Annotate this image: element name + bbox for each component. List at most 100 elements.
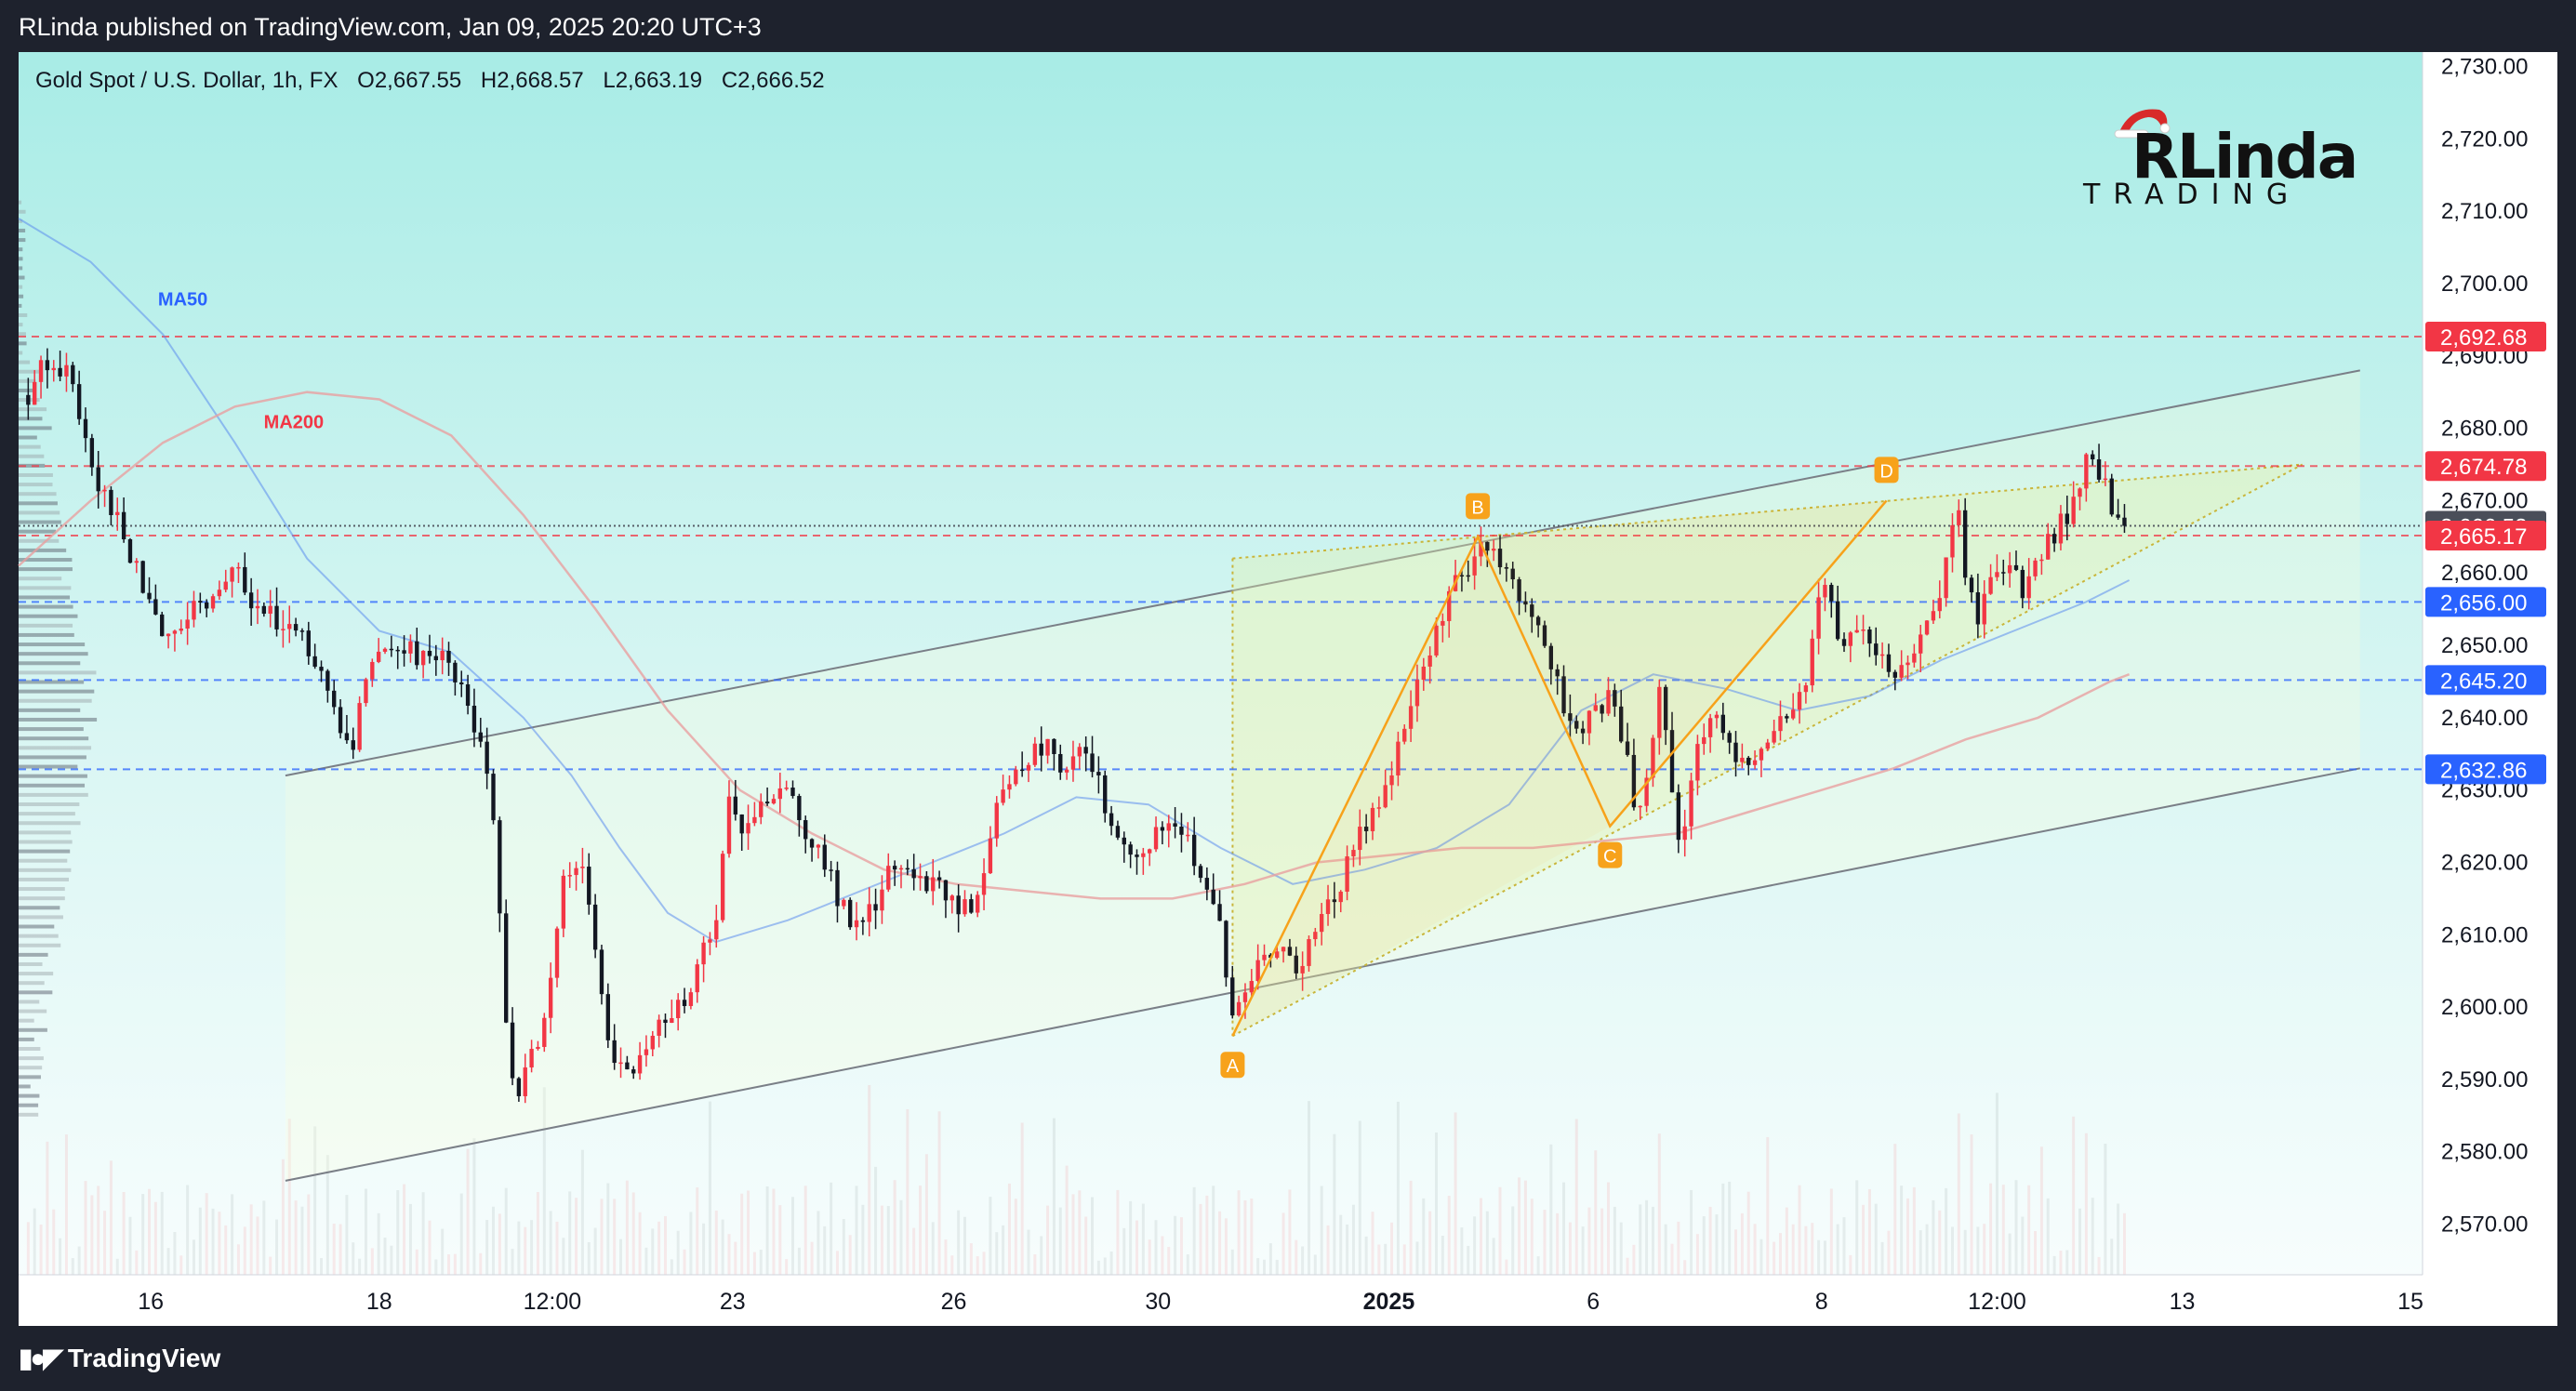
time-tick-label: 13: [2170, 1289, 2196, 1315]
candle-body: [1854, 629, 1859, 633]
volume-profile-bar: [19, 1066, 43, 1070]
candle-body: [217, 590, 222, 597]
symbol-legend[interactable]: Gold Spot / U.S. Dollar, 1h, FX O2,667.5…: [35, 68, 838, 94]
volume-profile-bar: [19, 1009, 47, 1013]
volume-profile-bar: [19, 812, 75, 816]
candle-body: [829, 869, 833, 871]
volume-profile-bar: [19, 595, 71, 600]
volume-bar: [1275, 1259, 1279, 1275]
candle-body: [835, 869, 840, 907]
volume-profile-bar: [19, 764, 78, 769]
candle-body: [1217, 904, 1222, 921]
volume-bar: [2072, 1116, 2076, 1275]
candle-body: [936, 877, 942, 881]
candle-body: [446, 650, 451, 663]
volume-bar: [810, 1241, 814, 1275]
candle-body: [1676, 792, 1681, 841]
volume-bar: [1179, 1217, 1183, 1275]
candle-body: [2122, 517, 2127, 526]
volume-bar: [396, 1190, 400, 1275]
candle-body: [255, 605, 260, 609]
volume-bar: [1664, 1224, 1667, 1275]
volume-profile-bar: [19, 802, 80, 807]
candle-body: [1504, 567, 1509, 569]
volume-bar: [848, 1235, 852, 1275]
candle-body: [657, 1019, 661, 1036]
volume-bar: [1358, 1120, 1361, 1275]
volume-profile-bar: [19, 652, 88, 656]
volume-bar: [976, 1256, 979, 1275]
volume-bar: [1377, 1244, 1381, 1275]
candle-body: [886, 866, 891, 890]
volume-bar: [1052, 1118, 1056, 1275]
volume-bar: [1817, 1239, 1821, 1275]
candle-body: [720, 854, 725, 921]
candle-body: [71, 364, 75, 385]
volume-bar: [1447, 1196, 1451, 1275]
volume-bar: [115, 1258, 119, 1275]
volume-bar: [1715, 1214, 1719, 1275]
candle-body: [1879, 654, 1885, 656]
ohlc-low: L2,663.19: [603, 68, 703, 93]
volume-profile-bar: [19, 783, 86, 788]
volume-profile-bar: [19, 961, 43, 966]
volume-bar: [625, 1180, 629, 1275]
volume-bar: [803, 1186, 807, 1275]
price-tick-label: 2,600.00: [2441, 995, 2528, 1020]
volume-bar: [931, 1222, 935, 1275]
volume-bar: [186, 1185, 190, 1275]
volume-bar: [1670, 1243, 1674, 1275]
candle-body: [1625, 741, 1630, 755]
price-axis[interactable]: 2,570.00 2,580.00 2,590.00 2,600.00 2,610.00…: [2422, 52, 2528, 1275]
volume-bar: [1708, 1206, 1712, 1275]
volume-profile-bar: [19, 1112, 39, 1117]
candle-body: [1874, 643, 1879, 656]
volume-bar: [421, 1192, 425, 1275]
volume-profile-bar: [19, 351, 23, 355]
volume-bar: [1351, 1204, 1355, 1275]
candle-body: [574, 868, 578, 876]
volume-profile-bar: [19, 990, 53, 995]
candle-body: [1491, 549, 1496, 551]
candle-body: [2065, 513, 2069, 524]
candle-body: [453, 662, 458, 682]
volume-bar: [491, 1206, 495, 1275]
volume-bar: [714, 1210, 718, 1275]
candle-body: [1014, 769, 1018, 785]
volume-bar: [26, 1222, 30, 1275]
candle-body: [1517, 579, 1521, 602]
volume-bar: [1154, 1220, 1158, 1275]
candle-body: [1663, 686, 1668, 731]
candle-body: [1224, 921, 1228, 978]
candle-body: [1070, 756, 1076, 770]
candle-body: [166, 633, 171, 637]
candle-body: [274, 605, 279, 629]
price-tick-label: 2,590.00: [2441, 1067, 2528, 1093]
time-axis[interactable]: 16 18 12:00 23 26 30 2025 6 8 12:00 13 15: [19, 1274, 2423, 1315]
volume-bar: [1657, 1133, 1661, 1275]
candle-body: [1574, 721, 1579, 729]
candle-body: [1160, 827, 1165, 831]
volume-profile-bar: [19, 219, 23, 223]
candle-body: [1759, 748, 1764, 761]
candle-body: [1434, 625, 1439, 656]
tradingview-brand[interactable]: ▮●◤ TradingView: [19, 1343, 220, 1373]
volume-profile-bar: [19, 604, 73, 609]
candle-body: [1606, 690, 1611, 714]
candle-body: [1657, 686, 1662, 738]
volume-profile-bar: [19, 981, 45, 986]
volume-bar: [1485, 1211, 1489, 1275]
candle-body: [1300, 965, 1305, 974]
volume-bar: [1728, 1181, 1732, 1275]
volume-bar: [1829, 1188, 1833, 1275]
volume-bar: [906, 1108, 910, 1275]
candle-body: [1479, 541, 1483, 557]
volume-bar: [2008, 1233, 2012, 1275]
candle-body: [1772, 731, 1776, 743]
candle-body: [1778, 716, 1783, 732]
candle-body: [1090, 753, 1095, 773]
volume-bar: [555, 1221, 559, 1275]
volume-profile-bar: [19, 849, 71, 854]
candle-body: [1631, 754, 1637, 808]
